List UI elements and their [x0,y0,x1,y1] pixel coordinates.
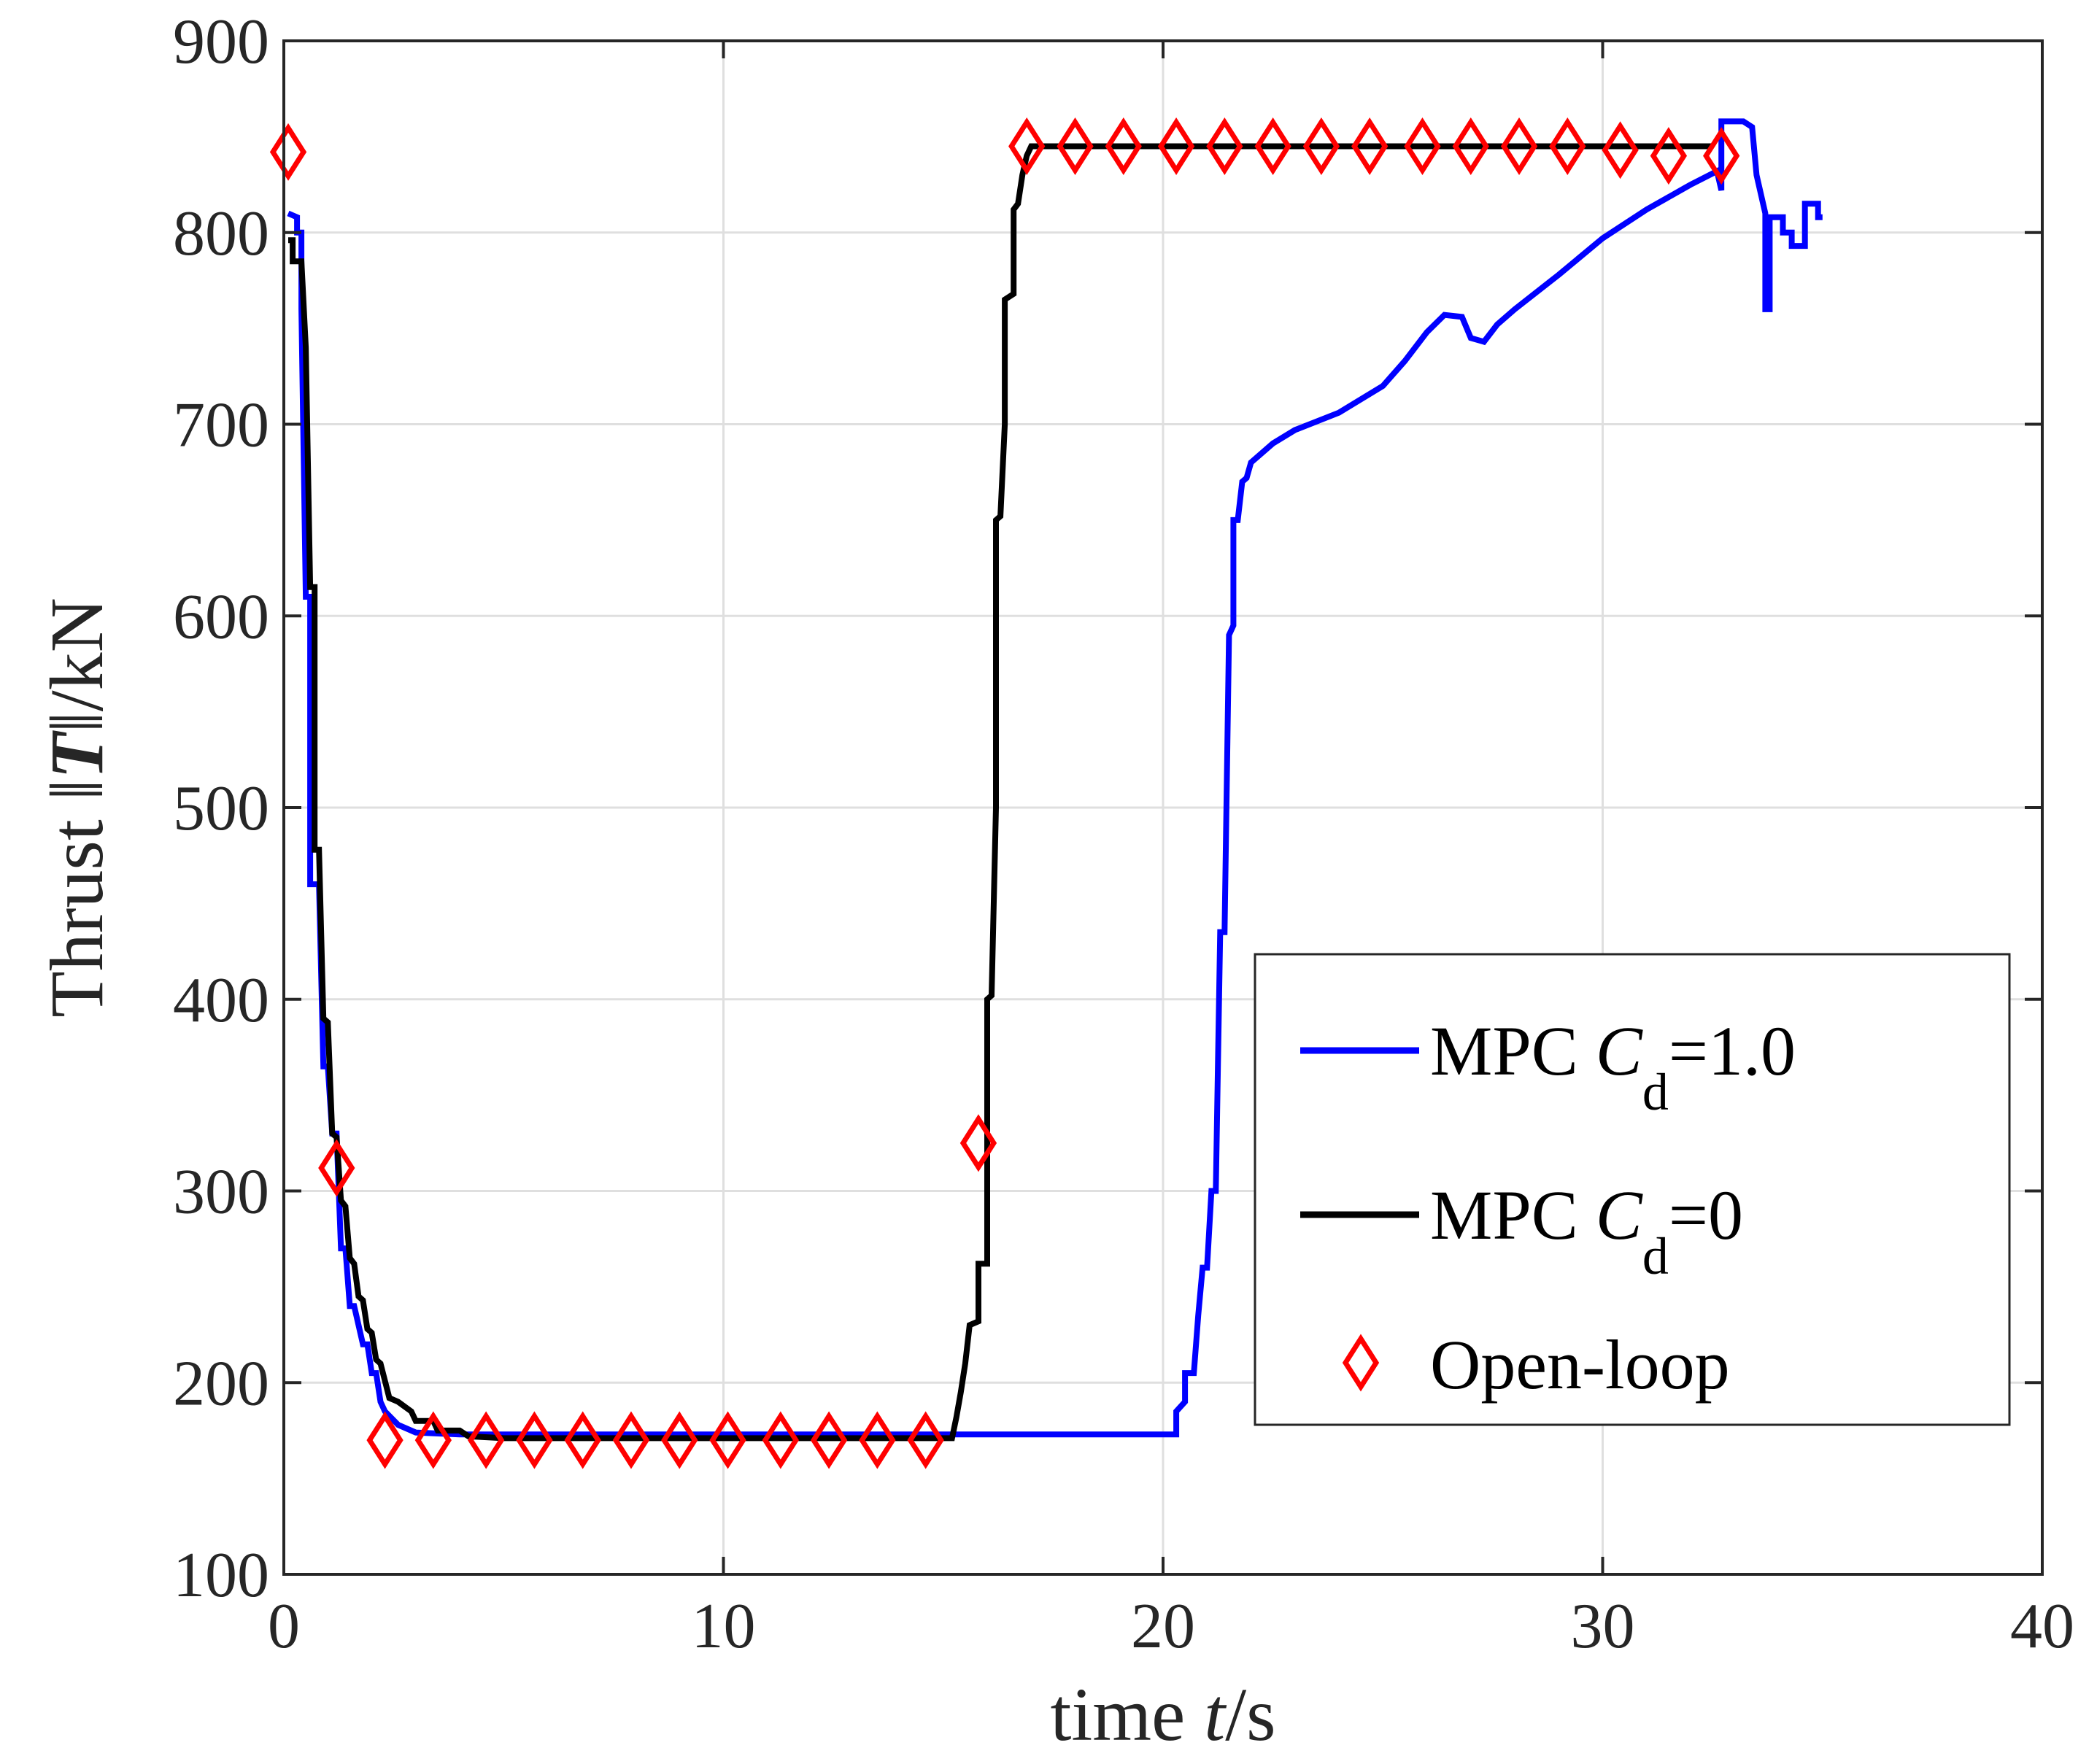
legend-mpc-cd1-suffix: =1.0 [1669,1012,1796,1090]
open-loop-marker [318,1139,355,1197]
y-tick-label: 700 [173,390,269,461]
legend-mpc-cd1-var: C [1596,1012,1643,1090]
legend-label-open-loop: Open-loop [1430,1326,1730,1404]
axis-ticks: 0 10 20 30 40 100 200 300 400 500 600 700 800 900 [173,7,2074,1662]
open-loop-marker [414,1411,452,1469]
x-axis-title-variable: t [1204,1673,1227,1757]
open-loop-marker [1206,117,1243,176]
y-axis-title-variable: T [35,730,119,779]
open-loop-marker [810,1411,848,1469]
open-loop-marker [1452,117,1489,176]
legend-label-mpc-cd1: MPC Cd=1.0 [1430,1012,1796,1121]
y-tick-label: 200 [173,1348,269,1419]
open-loop-marker [1650,127,1688,185]
open-loop-marker [564,1411,601,1469]
open-loop-marker [859,1411,896,1469]
series-line-0 [287,118,1823,1438]
y-axis-title-unit: /kN [35,597,119,711]
y-tick-label: 500 [173,773,269,844]
open-loop-marker [1404,117,1441,176]
legend: MPC Cd=1.0 MPC Cd=0 Open-loop [1254,953,2011,1426]
open-loop-marker [1549,117,1586,176]
y-axis-norm-close: ‖ [35,711,119,732]
open-loop-marker [1351,117,1389,176]
x-axis-title-prefix: time [1050,1673,1204,1757]
data-series [269,117,1823,1469]
open-loop-marker [366,1411,403,1469]
legend-mpc-cd1-sub: d [1642,1063,1669,1121]
legend-swatch-open-loop-diamond-icon [1342,1334,1380,1392]
open-loop-marker [709,1411,746,1469]
open-loop-marker [612,1411,650,1469]
open-loop-marker [661,1411,698,1469]
open-loop-marker [907,1411,944,1469]
y-axis-title: Thrust ‖T‖/kN [35,597,119,1017]
open-loop-marker [1105,117,1142,176]
grid-lines [284,41,2042,1574]
y-tick-label: 800 [173,198,269,269]
y-tick-label: 100 [173,1540,269,1611]
series-line-1 [288,143,1713,1442]
legend-mpc-cd0-sub: d [1642,1227,1669,1285]
open-loop-marker [1254,117,1291,176]
legend-box [1254,953,2011,1426]
open-loop-marker [1602,121,1639,179]
y-axis-norm-open: ‖ [35,779,119,800]
open-loop-marker [1157,117,1195,176]
open-loop-marker [516,1411,553,1469]
legend-mpc-cd0-suffix: =0 [1669,1176,1743,1254]
x-axis-title: time t/s [1050,1673,1275,1757]
legend-mpc-cd0-prefix: MPC [1430,1176,1596,1254]
y-axis-title-prefix: Thrust [35,800,119,1018]
open-loop-marker [468,1411,505,1469]
y-tick-label: 900 [173,7,269,77]
open-loop-marker [959,1114,997,1172]
open-loop-marker [1500,117,1538,176]
open-loop-marker [1057,117,1094,176]
y-tick-label: 400 [173,965,269,1036]
open-loop-marker [1302,117,1340,176]
x-axis-title-unit: /s [1225,1673,1275,1757]
x-tick-label: 0 [268,1591,300,1662]
open-loop-marker [269,123,307,181]
open-loop-marker [1703,127,1740,185]
x-tick-label: 40 [2010,1591,2074,1662]
x-tick-label: 30 [1571,1591,1635,1662]
open-loop-marker [1008,117,1046,176]
legend-label-mpc-cd0: MPC Cd=0 [1430,1176,1743,1285]
legend-mpc-cd0-var: C [1596,1176,1643,1254]
open-loop-marker [762,1411,799,1469]
y-tick-label: 300 [173,1157,269,1228]
y-tick-label: 600 [173,581,269,652]
x-tick-label: 10 [692,1591,756,1662]
x-tick-label: 20 [1131,1591,1195,1662]
legend-mpc-cd1-prefix: MPC [1430,1012,1596,1090]
